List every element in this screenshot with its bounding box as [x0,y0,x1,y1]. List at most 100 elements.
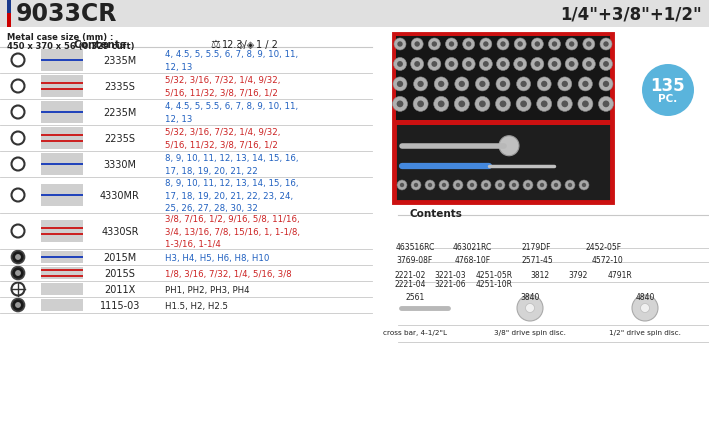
Circle shape [582,82,588,88]
Circle shape [586,62,592,68]
Circle shape [566,39,578,51]
Circle shape [537,181,547,190]
Circle shape [568,183,572,188]
Circle shape [11,299,25,312]
Text: 3840: 3840 [520,292,540,301]
FancyBboxPatch shape [41,275,83,278]
Circle shape [453,181,463,190]
FancyBboxPatch shape [41,221,83,243]
Circle shape [582,101,588,108]
Circle shape [438,101,445,108]
Circle shape [434,78,448,92]
Circle shape [525,304,535,313]
Circle shape [535,42,540,48]
Circle shape [516,97,531,112]
Text: 3769-08F: 3769-08F [397,255,433,264]
FancyBboxPatch shape [41,163,83,166]
Text: 2335S: 2335S [104,82,135,92]
Circle shape [428,58,441,71]
Text: 1115-03: 1115-03 [100,300,140,310]
Text: 8, 9, 10, 11, 12, 13, 14, 15, 16,
17, 18, 19, 20, 21, 22: 8, 9, 10, 11, 12, 13, 14, 15, 16, 17, 18… [165,154,298,175]
Text: 463516RC: 463516RC [396,243,435,252]
Circle shape [603,82,609,88]
Text: 2221-02: 2221-02 [394,270,425,280]
Circle shape [414,183,418,188]
Circle shape [481,181,491,190]
FancyBboxPatch shape [41,283,83,295]
Circle shape [428,39,440,51]
Circle shape [514,39,526,51]
FancyBboxPatch shape [41,111,83,114]
Circle shape [642,65,694,117]
Circle shape [467,181,477,190]
Text: 450 x 370 x 56 (0.329 cuft): 450 x 370 x 56 (0.329 cuft) [7,42,135,51]
Text: 1/2" drive spin disc.: 1/2" drive spin disc. [609,329,681,335]
Circle shape [439,181,449,190]
Circle shape [500,62,506,68]
Circle shape [411,181,421,190]
Circle shape [459,82,465,88]
Circle shape [557,97,572,112]
Circle shape [484,183,489,188]
Circle shape [428,183,432,188]
Circle shape [479,82,486,88]
FancyBboxPatch shape [41,299,83,311]
Circle shape [483,42,489,48]
Text: 1 / 2: 1 / 2 [256,40,278,50]
Circle shape [495,181,505,190]
Circle shape [582,58,596,71]
Text: 3812: 3812 [530,270,549,280]
Circle shape [554,183,558,188]
Circle shape [537,97,552,112]
Circle shape [579,181,589,190]
Text: 3/8" drive spin disc.: 3/8" drive spin disc. [494,329,566,335]
Circle shape [463,39,474,51]
FancyBboxPatch shape [41,76,83,98]
Text: 2561: 2561 [406,292,425,301]
Text: 2179DF: 2179DF [521,243,551,252]
Text: 2015M: 2015M [104,252,137,262]
Text: 135: 135 [651,77,686,95]
Circle shape [541,82,547,88]
Circle shape [501,42,506,48]
FancyBboxPatch shape [394,35,612,203]
Text: cross bar, 4-1/2"L: cross bar, 4-1/2"L [383,329,447,335]
Circle shape [603,101,609,108]
Circle shape [598,97,613,112]
Circle shape [466,62,471,68]
Circle shape [512,183,516,188]
Text: 3221-03: 3221-03 [434,270,466,280]
Circle shape [393,58,406,71]
Circle shape [397,82,403,88]
Circle shape [413,97,428,112]
Text: 1/4"+3/8"+1/2": 1/4"+3/8"+1/2" [560,5,702,23]
Circle shape [400,183,404,188]
Circle shape [518,42,523,48]
Circle shape [558,78,571,92]
Text: Contents: Contents [74,40,126,50]
Circle shape [540,183,545,188]
Circle shape [640,304,649,313]
Circle shape [449,42,454,48]
Circle shape [411,58,424,71]
Circle shape [541,101,547,108]
FancyBboxPatch shape [41,267,83,280]
FancyBboxPatch shape [41,256,83,259]
Circle shape [415,42,420,48]
Circle shape [583,39,595,51]
FancyBboxPatch shape [41,184,83,206]
Circle shape [431,62,437,68]
Circle shape [496,97,510,112]
Circle shape [552,42,557,48]
FancyBboxPatch shape [41,89,83,91]
Circle shape [496,78,510,92]
Circle shape [520,101,527,108]
Circle shape [586,42,591,48]
Circle shape [498,183,502,188]
Circle shape [509,181,519,190]
Circle shape [600,58,613,71]
FancyBboxPatch shape [41,233,83,236]
Circle shape [411,39,423,51]
Text: 4791R: 4791R [608,270,632,280]
Circle shape [418,82,424,88]
